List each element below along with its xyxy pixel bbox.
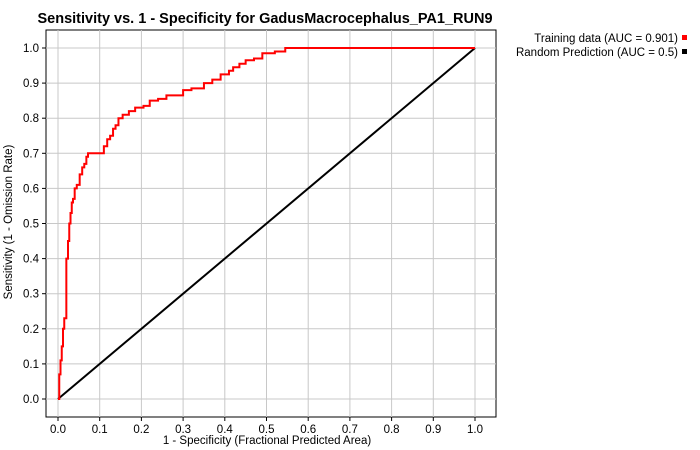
chart-title: Sensitivity vs. 1 - Specificity for Gadu… bbox=[37, 11, 492, 27]
y-tick-label: 0.9 bbox=[23, 78, 39, 90]
y-axis-label: Sensitivity (1 - Omission Rate) bbox=[3, 145, 15, 300]
x-tick-label: 0.9 bbox=[425, 424, 441, 436]
y-tick-label: 0.2 bbox=[23, 324, 39, 336]
legend-swatch bbox=[682, 49, 687, 54]
legend-label: Random Prediction (AUC = 0.5) bbox=[516, 47, 678, 59]
legend-label: Training data (AUC = 0.901) bbox=[534, 33, 678, 45]
x-tick-label: 0.7 bbox=[342, 424, 358, 436]
y-tick-label: 1.0 bbox=[23, 43, 39, 55]
x-tick-label: 0.6 bbox=[300, 424, 316, 436]
x-tick-label: 0.3 bbox=[175, 424, 191, 436]
random-prediction-line bbox=[57, 47, 476, 400]
y-tick-label: 0.7 bbox=[23, 148, 39, 160]
x-tick-label: 1.0 bbox=[467, 424, 483, 436]
y-axis-ticks: 0.0 0.1 0.2 0.3 0.4 0.5 0.6 0.7 0.8 0.9 1.0 bbox=[23, 43, 46, 406]
legend-swatch bbox=[682, 35, 687, 40]
training-data-line bbox=[58, 47, 475, 400]
grid-lines bbox=[46, 30, 496, 417]
y-tick-label: 0.0 bbox=[23, 394, 39, 406]
x-tick-label: 0.0 bbox=[50, 424, 66, 436]
y-tick-label: 0.1 bbox=[23, 359, 39, 371]
x-tick-label: 0.1 bbox=[92, 424, 108, 436]
x-tick-label: 0.2 bbox=[133, 424, 149, 436]
y-tick-label: 0.4 bbox=[23, 254, 40, 266]
y-tick-label: 0.8 bbox=[23, 113, 39, 125]
series-lines bbox=[57, 47, 476, 400]
x-tick-label: 0.4 bbox=[217, 424, 234, 436]
x-axis-ticks: 0.0 0.1 0.2 0.3 0.4 0.5 0.6 0.7 0.8 0.9 1.0 bbox=[50, 417, 483, 436]
x-tick-label: 0.8 bbox=[384, 424, 400, 436]
y-tick-label: 0.5 bbox=[23, 219, 39, 231]
x-tick-label: 0.5 bbox=[259, 424, 275, 436]
y-tick-label: 0.6 bbox=[23, 183, 39, 195]
legend: Training data (AUC = 0.901) Random Predic… bbox=[516, 33, 687, 59]
y-tick-label: 0.3 bbox=[23, 289, 39, 301]
x-axis-label: 1 - Specificity (Fractional Predicted Ar… bbox=[163, 435, 372, 447]
